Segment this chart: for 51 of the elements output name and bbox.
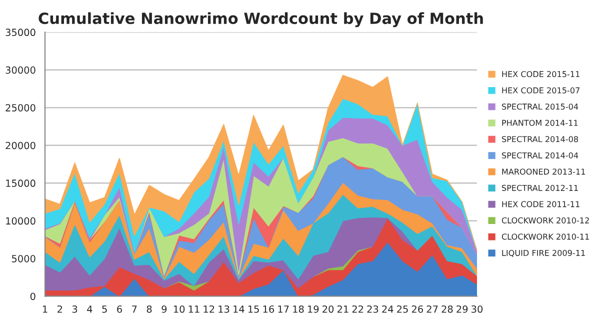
x-tick-label: 8 [146,305,152,313]
chart-title: Cumulative Nanowrimo Wordcount by Day of Month [38,12,483,28]
x-tick-label: 20 [322,305,334,313]
x-tick-label: 13 [218,305,230,313]
y-tick-label: 35000 [6,28,36,36]
x-tick-label: 19 [308,305,319,313]
x-tick-label: 3 [72,305,78,313]
x-tick-label: 6 [117,305,122,313]
x-tick-label: 29 [456,305,468,313]
legend-label: SPECTRAL 2014-08 [502,136,578,142]
x-tick-label: 12 [204,305,214,313]
x-tick-label: 24 [382,305,394,313]
y-tick-label: 10000 [6,217,36,225]
x-tick-label: 28 [442,305,453,313]
x-tick-label: 22 [352,305,364,313]
x-tick-label: 11 [188,306,200,313]
x-tick-label: 26 [412,305,423,313]
x-tick-label: 30 [472,305,483,313]
y-tick-label: 30000 [6,66,36,74]
x-tick-label: 27 [426,305,438,313]
legend-label: CLOCKWORK 2010-11 [502,234,589,240]
x-tick-label: 15 [248,306,259,313]
x-tick-label: 1 [42,306,48,313]
y-tick-label: 25000 [6,104,36,112]
legend-label: SPECTRAL 2012-11 [502,184,578,191]
x-tick-label: 5 [102,306,107,313]
legend-label: HEX CODE 2011-11 [502,201,580,208]
x-tick-label: 9 [162,305,167,313]
x-tick-label: 21 [337,305,348,313]
legend-label: HEX CODE 2015-07 [502,87,580,94]
x-tick-label: 16 [263,305,274,313]
legend-label: SPECTRAL 2014-04 [502,152,578,158]
x-tick-label: 18 [293,305,304,313]
legend-label: HEX CODE 2015-11 [502,71,580,78]
legend-label: CLOCKWORK 2010-12 [502,217,589,224]
y-tick-label: 5000 [12,255,36,262]
x-tick-label: 17 [278,306,289,313]
y-tick-label: 0 [30,292,36,300]
x-tick-label: 25 [397,305,408,313]
x-tick-label: 4 [87,306,92,313]
y-tick-label: 15000 [6,180,36,187]
x-tick-label: 2 [58,305,62,313]
legend-label: LIQUID FIRE 2009-11 [502,250,585,257]
legend-label: MAROONED 2013-11 [502,168,585,175]
x-tick-label: 10 [174,305,185,313]
x-tick-label: 7 [132,306,137,313]
y-tick-label: 20000 [6,142,36,150]
x-tick-label: 23 [367,305,378,313]
x-tick-label: 14 [234,306,244,313]
legend-label: SPECTRAL 2015-04 [502,104,578,110]
legend-label: PHANTOM 2014-11 [502,120,578,126]
